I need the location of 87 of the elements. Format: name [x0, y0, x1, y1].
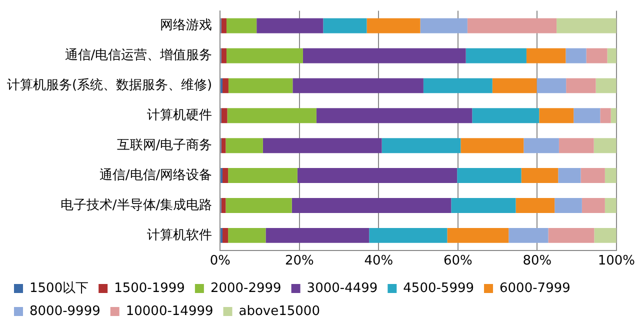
bar: [607, 48, 616, 64]
legend-label: 4500-5999: [403, 280, 474, 296]
bar: [221, 198, 226, 213]
bar: [586, 48, 608, 64]
bar: [574, 108, 600, 124]
x-tick-label: 20%: [284, 254, 314, 269]
bar: [221, 108, 228, 124]
bar: [604, 168, 616, 184]
bar: [600, 108, 611, 124]
bar: [558, 138, 594, 154]
bar: [222, 168, 228, 184]
bar: [582, 198, 605, 213]
legend-label: above15000: [238, 304, 320, 319]
bar: [467, 18, 557, 34]
bar: [548, 228, 594, 243]
bar: [228, 78, 293, 94]
bar: [554, 198, 582, 213]
y-tick-label: 互联网/电子商务: [116, 138, 212, 153]
bar: [610, 108, 616, 124]
bar: [221, 18, 226, 34]
bar: [226, 198, 292, 213]
bar: [508, 228, 548, 243]
bar: [526, 48, 566, 64]
y-tick-label: 电子技术/半导体/集成电路: [60, 198, 212, 213]
bar: [466, 48, 526, 64]
bar: [457, 168, 522, 184]
bar: [366, 18, 420, 34]
bar: [472, 108, 540, 124]
bar: [423, 78, 492, 94]
x-tick-label: 100%: [598, 254, 636, 269]
bar: [226, 18, 257, 34]
bar: [594, 228, 616, 243]
y-tick-label: 通信/电信/网络设备: [99, 168, 212, 183]
bar: [460, 138, 524, 154]
bar: [556, 18, 616, 34]
bar: [566, 78, 596, 94]
bar: [228, 228, 266, 243]
bar: [566, 48, 586, 64]
bar: [580, 168, 605, 184]
y-tick-label: 计算机服务(系统、数据服务、维修): [6, 78, 212, 94]
bar: [604, 198, 616, 213]
legend-label: 10000-14999: [126, 304, 214, 319]
bar: [292, 198, 452, 213]
x-tick-label: 40%: [364, 254, 394, 269]
bar: [297, 168, 458, 184]
bar: [227, 108, 316, 124]
bar: [594, 138, 616, 154]
legend-label: 1500-1999: [114, 280, 185, 296]
bar: [536, 78, 566, 94]
legend-label: 6000-7999: [500, 280, 570, 296]
bar: [316, 108, 472, 124]
bar: [524, 138, 559, 154]
bar: [521, 168, 558, 184]
bar: [323, 18, 367, 34]
bar: [222, 228, 228, 243]
bar: [596, 78, 616, 94]
y-tick-label: 通信/电信运营、增值服务: [64, 48, 212, 64]
bar: [226, 48, 303, 64]
bar: [516, 198, 555, 213]
bar: [221, 48, 226, 64]
bar: [420, 18, 468, 34]
bar: [447, 228, 509, 243]
bar: [222, 78, 228, 94]
bar: [292, 78, 424, 94]
x-tick-label: 60%: [443, 254, 472, 269]
bar: [369, 228, 448, 243]
bar: [221, 138, 226, 154]
bar: [492, 78, 537, 94]
y-tick-label: 网络游戏: [160, 18, 212, 34]
legend-label: 1500以下: [30, 280, 89, 296]
bar: [262, 138, 382, 154]
bar: [226, 138, 263, 154]
bar: [256, 18, 324, 34]
bar: [302, 48, 466, 64]
bar: [228, 168, 298, 184]
legend-label: 2000-2999: [210, 280, 282, 296]
y-tick-label: 计算机软件: [147, 228, 212, 243]
legend-label: 8000-9999: [30, 304, 100, 319]
bar: [558, 168, 581, 184]
bar: [382, 138, 461, 154]
bar: [539, 108, 574, 124]
x-tick-label: 80%: [522, 254, 552, 269]
x-tick-label: 0%: [210, 254, 230, 269]
bar: [266, 228, 370, 243]
bar: [451, 198, 516, 213]
y-tick-label: 计算机硬件: [147, 108, 212, 123]
legend-label: 3000-4499: [306, 280, 378, 296]
